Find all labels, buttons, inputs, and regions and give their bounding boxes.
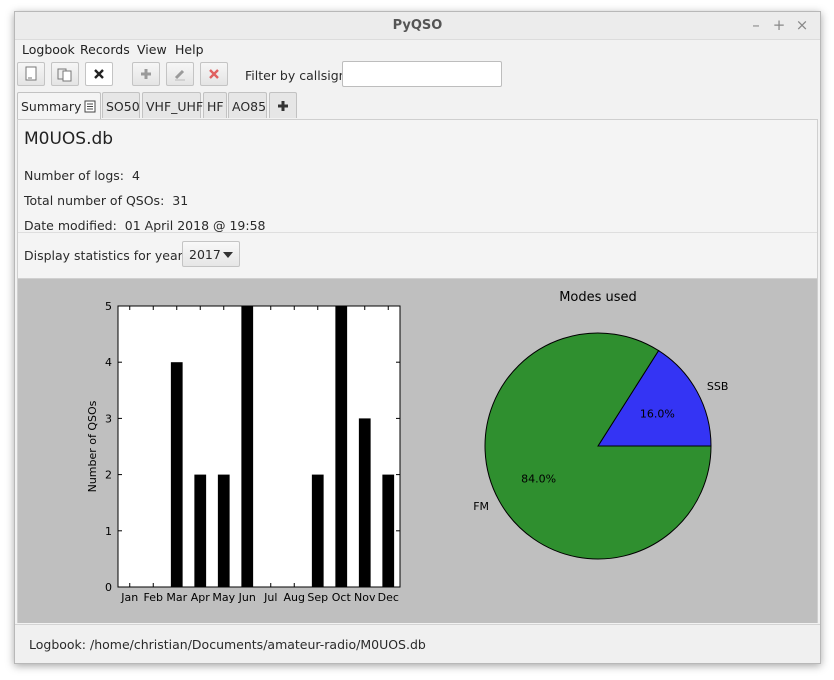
total-qsos: Total number of QSOs: 31 xyxy=(24,193,188,208)
database-name: M0UOS.db xyxy=(24,129,114,149)
statistics-charts: Jan Feb Mar Apr May Jun Jul Aug Sep Oct Nov Dec 0 1 2 3… xyxy=(86,290,729,604)
tab-vhf-uhf[interactable]: VHF_UHF xyxy=(142,92,204,118)
tab-vhf-uhf-label: VHF_UHF xyxy=(146,99,204,114)
x-tick-label: Jun xyxy=(238,591,256,604)
year-label: Display statistics for year: xyxy=(24,248,187,263)
summary-panel: M0UOS.db Number of logs: 4 Total number o… xyxy=(17,119,818,623)
year-select[interactable]: 2017 xyxy=(182,241,240,267)
tab-so50[interactable]: SO50 xyxy=(102,92,140,118)
qsos-label: Total number of QSOs: xyxy=(24,193,165,208)
menu-logbook[interactable]: Logbook xyxy=(22,42,75,57)
bar-jun xyxy=(241,306,254,587)
status-text: Logbook: /home/christian/Documents/amate… xyxy=(29,637,426,652)
pie-percent-label: 84.0% xyxy=(521,473,556,486)
title-bar: PyQSO – + × xyxy=(15,12,820,40)
bar-apr xyxy=(194,474,207,587)
y-tick-label: 1 xyxy=(105,525,112,538)
menu-records[interactable]: Records xyxy=(80,42,130,57)
pie-percent-label: 16.0% xyxy=(640,407,675,420)
x-tick-label: May xyxy=(212,591,235,604)
pie-slice-label: FM xyxy=(473,500,489,513)
bar-oct xyxy=(335,306,348,587)
bar-sep xyxy=(311,474,324,587)
bar-chart-background xyxy=(118,306,400,587)
maximize-icon[interactable]: + xyxy=(772,16,786,34)
y-axis-label: Number of QSOs xyxy=(86,400,99,492)
plus-icon xyxy=(141,69,151,79)
pie-slice-label: SSB xyxy=(707,380,729,393)
open-folder-icon xyxy=(57,68,72,82)
divider xyxy=(18,232,817,233)
toolbar: Filter by callsign: xyxy=(15,61,820,91)
bar-chart-frame xyxy=(117,305,401,588)
close-x-icon xyxy=(94,69,104,79)
menu-view[interactable]: View xyxy=(137,42,167,57)
modified-label: Date modified: xyxy=(24,218,117,233)
open-logbook-button[interactable] xyxy=(51,62,79,86)
x-tick-label: Aug xyxy=(284,591,305,604)
add-record-button[interactable] xyxy=(132,62,160,86)
y-tick-label: 0 xyxy=(105,581,112,594)
new-file-icon xyxy=(25,66,37,81)
new-logbook-button[interactable] xyxy=(17,62,45,86)
app-window: PyQSO – + × Logbook Records View Help Fi… xyxy=(14,11,821,664)
x-tick-label: Feb xyxy=(144,591,163,604)
modified-value: 01 April 2018 @ 19:58 xyxy=(124,218,266,233)
x-tick-label: Oct xyxy=(332,591,352,604)
callsign-filter-input[interactable] xyxy=(342,61,502,87)
qsos-value: 31 xyxy=(172,193,189,208)
pie-slice-ssb xyxy=(597,349,712,447)
number-of-logs: Number of logs: 4 xyxy=(24,168,140,183)
delete-record-button[interactable] xyxy=(200,62,228,86)
x-tick-label: Apr xyxy=(191,591,211,604)
filter-label: Filter by callsign: xyxy=(245,68,351,83)
bar-may xyxy=(217,474,230,587)
window-title: PyQSO xyxy=(392,18,443,33)
date-modified: Date modified: 01 April 2018 @ 19:58 xyxy=(24,218,266,233)
plus-icon xyxy=(278,101,288,111)
y-tick-label: 5 xyxy=(105,300,112,313)
tab-summary-label: Summary xyxy=(21,99,82,114)
minimize-icon[interactable]: – xyxy=(752,16,760,34)
x-tick-label: Sep xyxy=(307,591,328,604)
menu-help[interactable]: Help xyxy=(175,42,204,57)
y-tick-label: 4 xyxy=(105,356,112,369)
close-logbook-button[interactable] xyxy=(85,62,113,86)
bar-nov xyxy=(358,418,371,587)
x-tick-label: Mar xyxy=(166,591,187,604)
chevron-down-icon xyxy=(223,252,233,258)
tab-hf[interactable]: HF xyxy=(203,92,227,118)
bar-mar xyxy=(170,362,183,587)
tab-so50-label: SO50 xyxy=(106,99,140,114)
x-tick-label: Jul xyxy=(263,591,277,604)
menu-bar: Logbook Records View Help xyxy=(15,40,820,60)
tab-ao85-label: AO85 xyxy=(232,99,267,114)
y-tick-label: 2 xyxy=(105,469,112,482)
status-bar: Logbook: /home/christian/Documents/amate… xyxy=(15,624,820,663)
tab-ao85[interactable]: AO85 xyxy=(228,92,267,118)
bar-dec xyxy=(382,474,395,587)
edit-record-button[interactable] xyxy=(166,62,194,86)
x-tick-label: Dec xyxy=(378,591,399,604)
pencil-icon xyxy=(174,69,185,81)
tab-summary[interactable]: Summary xyxy=(17,92,101,120)
delete-x-icon xyxy=(209,69,219,79)
new-log-tab-button[interactable] xyxy=(269,92,297,118)
pie-chart-title: Modes used xyxy=(559,290,637,305)
logs-label: Number of logs: xyxy=(24,168,124,183)
tab-hf-label: HF xyxy=(207,99,224,114)
year-value: 2017 xyxy=(189,247,221,262)
logbook-tabs: Summary SO50 VHF_UHF HF AO85 xyxy=(15,92,820,120)
y-tick-label: 3 xyxy=(105,412,112,425)
close-icon[interactable]: × xyxy=(795,16,809,34)
x-tick-label: Nov xyxy=(354,591,376,604)
x-tick-label: Jan xyxy=(120,591,138,604)
pie-slice-fm xyxy=(484,332,712,560)
statistics-plot-area: Jan Feb Mar Apr May Jun Jul Aug Sep Oct Nov Dec 0 1 2 3… xyxy=(18,278,817,623)
logs-value: 4 xyxy=(132,168,140,183)
summary-doc-icon xyxy=(84,100,96,113)
